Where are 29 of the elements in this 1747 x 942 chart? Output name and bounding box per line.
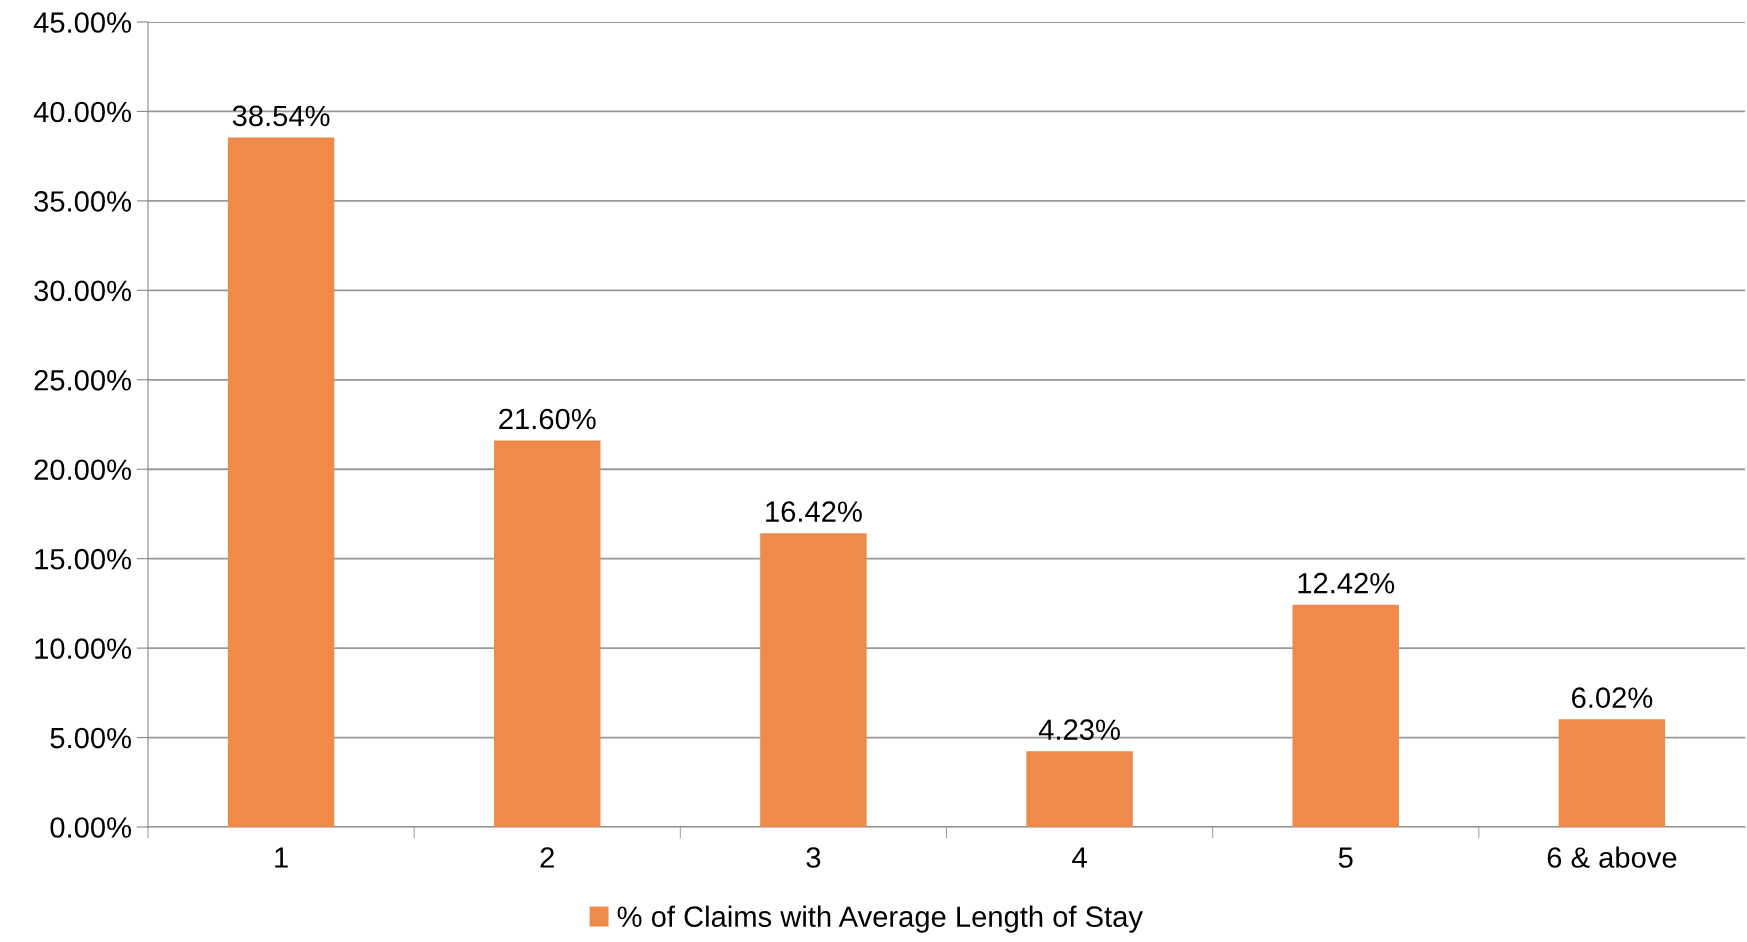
y-tick-label: 25.00%	[34, 369, 131, 391]
bar	[1026, 751, 1133, 827]
x-tick-label: 2	[540, 847, 554, 868]
x-tick-label: 4	[1072, 847, 1087, 868]
text: 12.42%	[1298, 572, 1395, 594]
y-tick-label: 0.00%	[50, 817, 131, 838]
legend-label: % of Claims with Average Length of Stay	[617, 905, 1143, 933]
bar	[1292, 604, 1399, 827]
x-tick-label: 1	[275, 847, 288, 868]
y-tick-label: 15.00%	[35, 548, 131, 570]
text: 16.42%	[766, 501, 862, 522]
y-tick-label: 40.00%	[33, 101, 131, 123]
text: 21.60%	[499, 408, 596, 430]
text: 4.23%	[1038, 719, 1120, 741]
y-tick-label: 20.00%	[34, 459, 131, 481]
bar	[760, 533, 867, 827]
y-tick-label: 5.00%	[50, 727, 131, 749]
bar	[227, 137, 335, 827]
y-tick-label: 10.00%	[35, 638, 131, 659]
bar	[1558, 719, 1666, 827]
y-tick-label: 30.00%	[34, 280, 131, 302]
x-tick-label: 6 & above	[1547, 846, 1677, 868]
x-tick-label: 3	[806, 847, 821, 868]
y-tick-label: 35.00%	[34, 191, 131, 212]
x-tick-label: 5	[1338, 847, 1353, 868]
y-tick-label: 45.00%	[33, 12, 131, 33]
bar	[494, 440, 601, 827]
text: 6.02%	[1572, 687, 1653, 708]
text: 38.54%	[232, 105, 330, 127]
